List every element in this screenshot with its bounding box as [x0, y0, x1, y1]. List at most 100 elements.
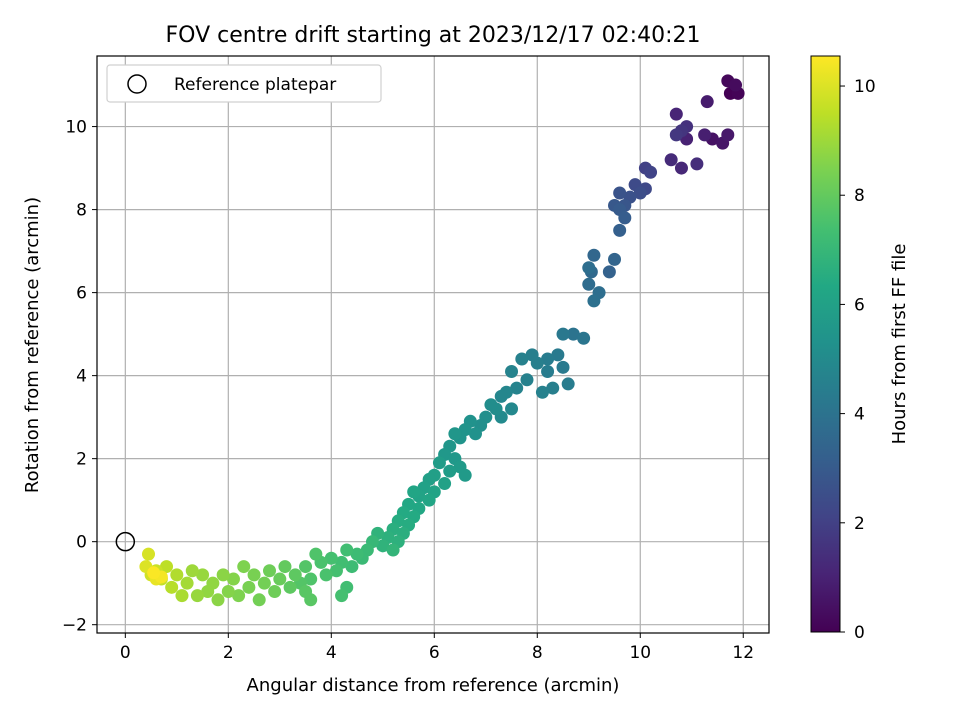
data-point	[386, 543, 400, 557]
y-axis-label: Rotation from reference (arcmin)	[22, 197, 43, 493]
data-point	[698, 128, 712, 142]
x-tick-label: 4	[326, 643, 337, 663]
y-tick-label: 2	[76, 450, 87, 470]
data-point	[561, 377, 575, 391]
data-point	[329, 564, 343, 578]
data-point	[165, 580, 179, 594]
data-point	[196, 568, 210, 582]
data-point	[443, 464, 457, 478]
data-point	[541, 364, 555, 378]
y-tick-label: 8	[76, 201, 87, 221]
data-point	[505, 364, 519, 378]
x-tick-label: 0	[120, 643, 131, 663]
data-point	[448, 427, 462, 441]
data-point	[216, 568, 230, 582]
data-point	[175, 589, 189, 603]
data-point	[299, 560, 313, 574]
data-point	[613, 223, 627, 237]
data-point	[350, 547, 364, 561]
y-tick-label: −2	[62, 616, 87, 636]
data-point	[633, 186, 647, 200]
data-point	[160, 560, 174, 574]
y-tick-label: 10	[65, 118, 87, 138]
colorbar-tick-label: 2	[854, 514, 865, 534]
colorbar-tick-label: 4	[854, 405, 865, 425]
data-point	[546, 381, 560, 395]
data-point	[664, 153, 678, 167]
x-tick-label: 12	[732, 643, 754, 663]
colorbar-tick-label: 6	[854, 295, 865, 315]
data-point	[484, 398, 498, 412]
data-point	[729, 78, 743, 92]
data-point	[345, 560, 359, 574]
data-point	[141, 547, 155, 561]
data-point	[170, 568, 184, 582]
data-point	[180, 576, 194, 590]
data-point	[319, 568, 333, 582]
data-point	[556, 327, 570, 341]
data-point	[582, 277, 596, 291]
data-point	[257, 576, 271, 590]
plot-frame	[96, 55, 770, 634]
data-point	[551, 348, 565, 362]
data-point	[226, 572, 240, 586]
legend-marker	[127, 74, 147, 94]
legend-box	[106, 64, 382, 103]
data-point	[556, 360, 570, 374]
colorbar-tick-label: 8	[854, 186, 865, 206]
data-point	[283, 580, 297, 594]
data-point	[340, 543, 354, 557]
data-point	[247, 568, 261, 582]
data-point	[147, 566, 161, 580]
scatter-points	[139, 74, 745, 607]
legend-label: Reference platepar	[174, 75, 336, 95]
x-tick-label: 2	[223, 643, 234, 663]
data-point	[252, 593, 266, 607]
data-point	[541, 352, 555, 366]
x-tick-label: 6	[429, 643, 440, 663]
y-tick-label: 0	[76, 533, 87, 553]
data-point	[644, 165, 658, 179]
chart-title: FOV centre drift starting at 2023/12/17 …	[166, 23, 701, 48]
axis-ticks: 0 2 4 6 8 10 12 −2 0 2 4 6 8 10	[62, 118, 754, 663]
x-axis-label: Angular distance from reference (arcmin)	[247, 675, 620, 696]
data-point	[494, 389, 508, 403]
data-point	[690, 157, 704, 171]
y-tick-label: 6	[76, 284, 87, 304]
data-point	[299, 584, 313, 598]
data-point	[587, 294, 601, 308]
data-point	[577, 331, 591, 345]
data-point	[582, 261, 596, 275]
data-point	[613, 186, 627, 200]
data-point	[288, 568, 302, 582]
data-point	[407, 485, 421, 499]
colorbar-tick-label: 0	[854, 623, 865, 643]
data-point	[278, 560, 292, 574]
data-point	[211, 593, 225, 607]
data-point	[190, 589, 204, 603]
legend: Reference platepar	[106, 64, 382, 103]
data-point	[510, 381, 524, 395]
colorbar-tick-label: 10	[854, 77, 876, 97]
data-point	[587, 248, 601, 262]
data-point	[674, 161, 688, 175]
data-point	[376, 539, 390, 553]
data-point	[721, 128, 735, 142]
x-tick-label: 8	[532, 643, 543, 663]
colorbar-label: Hours from first FF file	[889, 244, 910, 445]
data-point	[602, 265, 616, 279]
data-point	[324, 551, 338, 565]
data-point	[304, 572, 318, 586]
data-point	[669, 107, 683, 121]
data-point	[515, 352, 529, 366]
data-point	[468, 427, 482, 441]
data-point	[268, 584, 282, 598]
data-point	[700, 95, 714, 109]
data-point	[618, 211, 632, 225]
data-point	[520, 373, 534, 387]
data-point	[505, 402, 519, 416]
colorbar-ticks: 0 2 4 6 8 10	[840, 77, 876, 643]
data-point	[458, 468, 472, 482]
grid	[97, 56, 769, 633]
